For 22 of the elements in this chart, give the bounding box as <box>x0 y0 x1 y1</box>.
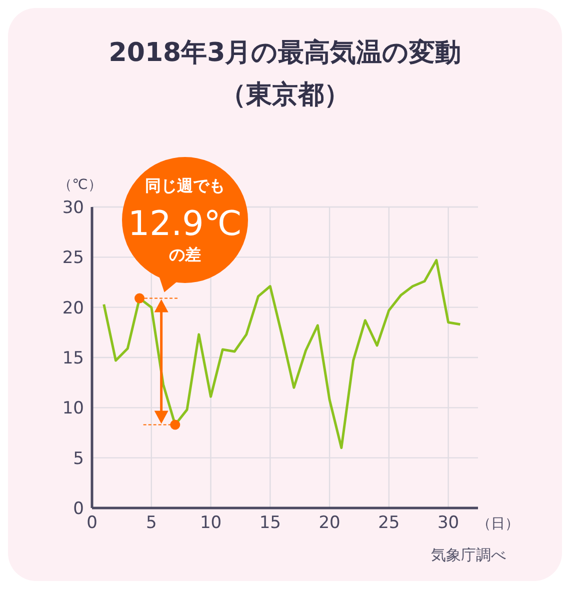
annotation: 12.9℃ <box>128 204 242 244</box>
x-axis-title: （日） <box>477 516 519 532</box>
x-tick-label: 25 <box>378 513 400 534</box>
x-tick-label: 0 <box>86 513 98 534</box>
x-tick-label: 5 <box>146 513 157 534</box>
y-tick-label: 30 <box>62 198 84 218</box>
y-tick-label: 0 <box>73 499 84 520</box>
y-tick-label: 15 <box>62 348 84 369</box>
annotation: の差 <box>169 245 201 264</box>
x-tick-label: 10 <box>200 513 222 534</box>
y-tick-label: 20 <box>62 298 84 318</box>
x-tick-label: 20 <box>318 513 340 534</box>
y-tick-label: 5 <box>73 448 84 469</box>
chart-subtitle: （東京都） <box>219 79 351 112</box>
y-tick-label: 10 <box>62 398 84 419</box>
x-tick-label: 30 <box>437 513 460 534</box>
chart-title: 2018年3月の最高気温の変動 <box>108 37 462 70</box>
text: 同じ週でも <box>145 176 225 195</box>
x-tick-label: 15 <box>259 513 281 534</box>
y-tick-label: 25 <box>62 248 84 268</box>
y-axis-title: （℃） <box>58 177 102 193</box>
text: 気象庁調べ <box>431 546 506 564</box>
